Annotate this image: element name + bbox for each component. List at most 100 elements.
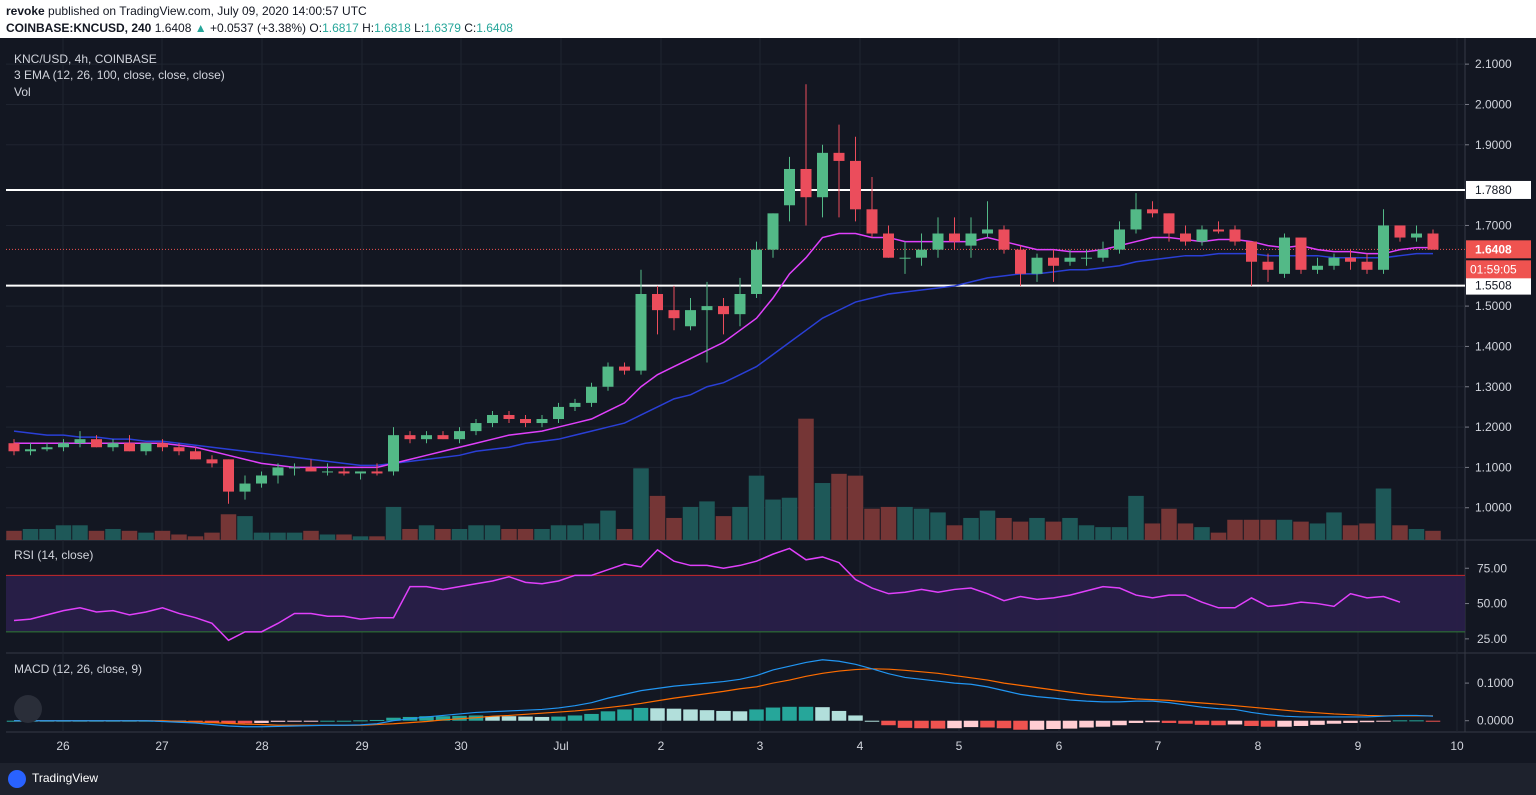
candle <box>107 439 119 452</box>
volume-bar <box>286 532 303 540</box>
candle <box>239 475 251 500</box>
last-price: 1.6408 <box>154 21 192 35</box>
volume-bar <box>897 506 913 540</box>
macd-histogram-bar <box>600 711 616 721</box>
footer-brand[interactable]: TradingView <box>32 771 99 785</box>
candle-body <box>520 419 531 424</box>
close-value: 1.6408 <box>476 21 513 35</box>
candle-body <box>1031 257 1043 274</box>
macd-histogram-bar <box>798 706 814 721</box>
candle <box>289 463 300 476</box>
macd-histogram-bar <box>1425 720 1441 722</box>
candle-body <box>421 435 432 440</box>
time-axis-label: 29 <box>355 739 369 753</box>
macd-histogram-bar <box>1326 720 1342 724</box>
candle <box>1081 249 1092 266</box>
ema-legend[interactable]: 3 EMA (12, 26, 100, close, close, close) <box>14 68 225 82</box>
macd-histogram-bar <box>1178 720 1193 724</box>
macd-histogram-bar <box>633 707 649 721</box>
rsi-legend[interactable]: RSI (14, close) <box>14 548 94 562</box>
candle-body <box>223 459 234 492</box>
volume-bar <box>1095 527 1111 540</box>
candle-body <box>817 152 828 198</box>
symbol-label: COINBASE:KNCUSD, 240 <box>6 21 152 35</box>
candle <box>1361 253 1373 274</box>
countdown-label: 01:59:05 <box>1470 262 1517 276</box>
chart-area[interactable]: 2.1000 2.0000 1.9000 1.7000 1.5000 1.4000 1.30… <box>0 38 1536 763</box>
volume-bar <box>864 508 880 540</box>
macd-legend[interactable]: MACD (12, 26, close, 9) <box>14 662 143 676</box>
macd-histogram-bar <box>699 710 715 721</box>
candle-body <box>1147 209 1158 214</box>
volume-legend[interactable]: Vol <box>14 85 31 99</box>
candle <box>586 382 597 407</box>
candle-body <box>322 471 333 473</box>
publish-header: revoke published on TradingView.com, Jul… <box>0 0 1536 38</box>
candle-body <box>586 386 597 403</box>
candle-body <box>1427 233 1439 250</box>
candle <box>1015 245 1026 286</box>
macd-histogram-bar <box>1145 720 1160 723</box>
volume-bar <box>1375 488 1392 540</box>
low-value: 1.6379 <box>424 21 461 35</box>
candle <box>421 431 432 444</box>
macd-histogram-bar <box>501 716 517 721</box>
volume-bar <box>1194 527 1210 540</box>
candle-body <box>404 435 416 440</box>
volume-bar <box>55 525 72 540</box>
tradingview-logo-icon[interactable] <box>8 770 26 788</box>
macd-histogram-bar <box>617 709 632 721</box>
candle <box>1064 249 1076 266</box>
candle-body <box>91 439 102 448</box>
volume-bar <box>1078 525 1095 540</box>
candle-body <box>998 229 1010 250</box>
time-axis-label: 8 <box>1255 739 1262 753</box>
macd-histogram-bar <box>732 711 748 721</box>
time-axis-label: 4 <box>857 739 864 753</box>
candle-body <box>338 471 350 474</box>
macd-histogram-bar <box>287 720 302 722</box>
volume-bar <box>748 475 765 540</box>
volume-bar <box>781 497 798 540</box>
macd-histogram-bar <box>1029 720 1045 730</box>
macd-histogram-bar <box>1013 720 1028 730</box>
volume-bar <box>1243 519 1260 540</box>
candle <box>190 447 201 460</box>
macd-histogram-bar <box>930 720 946 729</box>
time-axis-label: 7 <box>1155 739 1162 753</box>
candle-body <box>1295 237 1307 270</box>
countdown-box <box>1466 260 1531 279</box>
candle-body <box>833 152 845 161</box>
volume-bar <box>880 506 897 540</box>
macd-histogram-bar <box>1095 720 1111 727</box>
publisher-name[interactable]: revoke <box>6 4 45 18</box>
volume-bar <box>105 528 121 540</box>
high-label: H: <box>362 21 375 35</box>
macd-histogram-bar <box>1062 720 1078 729</box>
rsi-tick-label: 75.00 <box>1477 561 1507 575</box>
volume-bar <box>237 516 253 540</box>
candle <box>1196 225 1208 246</box>
candle <box>338 467 350 476</box>
macd-histogram-bar <box>1161 720 1177 723</box>
candle-body <box>602 366 614 387</box>
candle <box>800 84 812 226</box>
main-legend-title[interactable]: KNC/USD, 4h, COINBASE <box>14 52 157 66</box>
ema26-line <box>13 252 1433 467</box>
volume-bar <box>963 517 979 540</box>
volume-bar <box>930 512 946 540</box>
macd-histogram-bar <box>1409 720 1424 722</box>
macd-histogram-bar <box>914 720 929 729</box>
candle <box>1295 237 1307 274</box>
macd-histogram-bar <box>1392 720 1408 722</box>
volume-bar <box>270 532 286 540</box>
macd-histogram-bar <box>666 708 682 721</box>
macd-histogram-bar <box>237 720 253 724</box>
volume-bar <box>88 530 105 540</box>
candle <box>1180 225 1191 246</box>
macd-histogram-bar <box>1046 720 1061 729</box>
volume-bar <box>550 525 567 540</box>
volume-bar <box>649 495 666 540</box>
candle-body <box>388 435 399 472</box>
volume-bar <box>666 517 682 540</box>
